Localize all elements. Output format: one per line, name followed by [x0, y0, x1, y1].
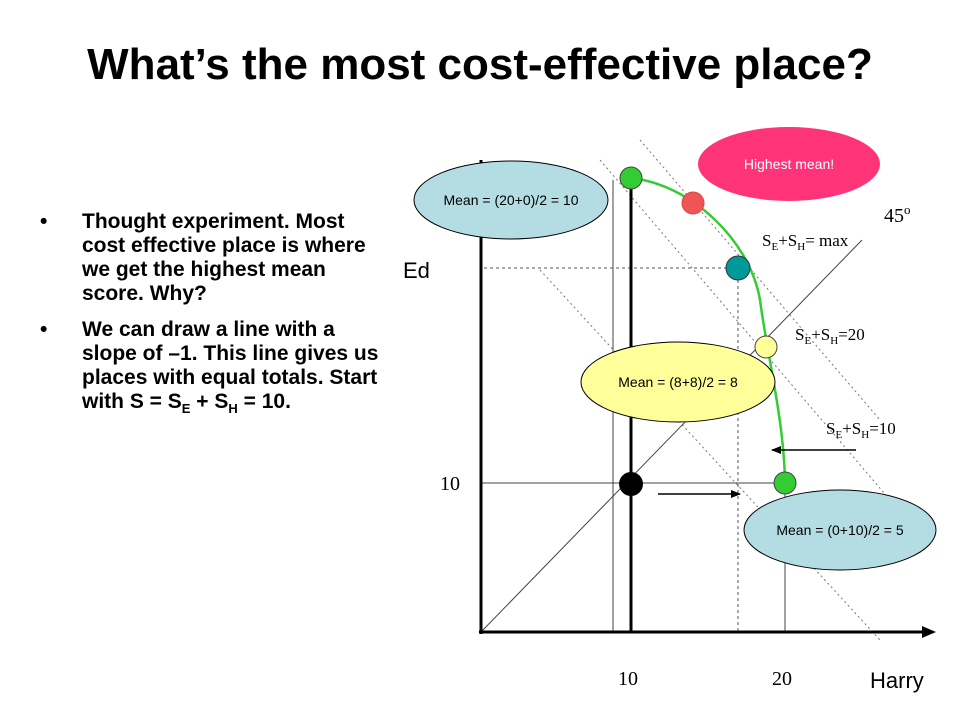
- x-axis-arrow-icon: [922, 626, 936, 638]
- angle-label: 45o: [884, 202, 911, 227]
- point-yellow: [754, 335, 778, 359]
- mean-bottom-text: Mean = (0+10)/2 = 5: [776, 522, 903, 538]
- bullet-dot: •: [40, 210, 48, 233]
- slide-title: What’s the most cost-effective place?: [87, 40, 873, 89]
- point-top-green: [619, 166, 643, 190]
- y-axis-label: Ed: [403, 258, 430, 283]
- highest-mean-text: Highest mean!: [744, 156, 834, 172]
- point-black: [619, 472, 643, 496]
- bullet-dot: •: [40, 318, 48, 341]
- label-sum-10: SE+SH=10: [826, 419, 896, 441]
- point-red: [681, 191, 705, 215]
- iso-total-line-max: [639, 139, 881, 421]
- bullet-text: Thought experiment. Most cost effective …: [82, 210, 366, 305]
- mean-bubble-top: [413, 160, 609, 240]
- production-possibility-curve: [630, 176, 787, 484]
- highest-mean-bubble: [698, 127, 880, 201]
- x-axis-label: Harry: [870, 668, 924, 693]
- mean-bubble-middle: [580, 341, 776, 423]
- label-sum-20: SE+SH=20: [795, 325, 865, 347]
- mean-bubble-bottom: [743, 489, 937, 571]
- y-tick-10: 10: [440, 473, 460, 495]
- bullet-text: We can draw a line with a slope of –1. T…: [82, 318, 379, 417]
- iso-total-line-10: [539, 269, 881, 641]
- bullet-list: • Thought experiment. Most cost effectiv…: [40, 210, 385, 433]
- bullet-item: • Thought experiment. Most cost effectiv…: [40, 210, 385, 306]
- bullet-item: • We can draw a line with a slope of –1.…: [40, 318, 385, 421]
- point-bottom-green: [773, 471, 797, 495]
- x-tick-20: 20: [772, 668, 792, 690]
- point-teal: [725, 255, 751, 281]
- diagonal-45-line: [480, 239, 863, 633]
- label-sum-max: SE+SH= max: [762, 231, 849, 253]
- x-tick-10: 10: [618, 668, 638, 690]
- mean-top-text: Mean = (20+0)/2 = 10: [443, 192, 578, 208]
- mean-middle-text: Mean = (8+8)/2 = 8: [618, 374, 738, 390]
